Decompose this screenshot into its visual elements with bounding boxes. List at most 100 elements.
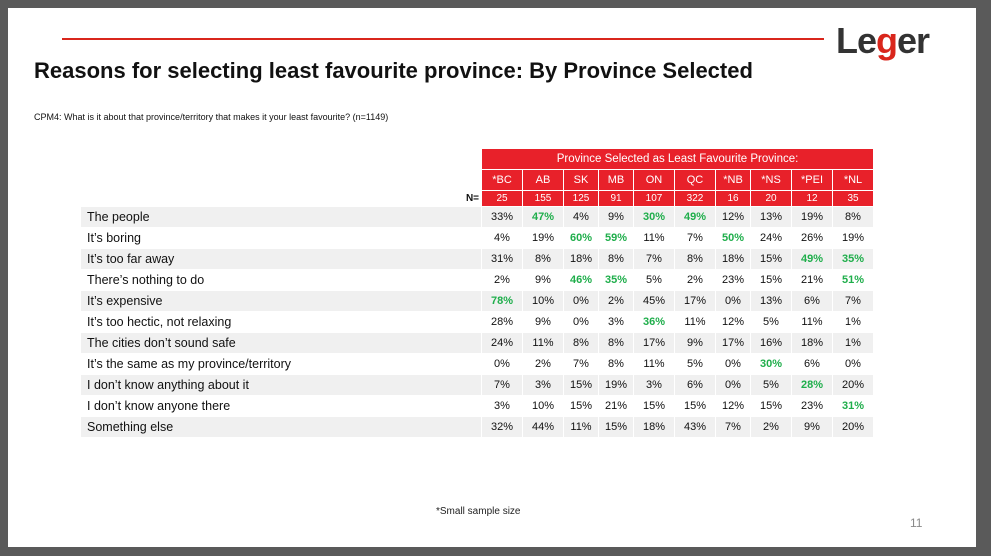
- value-cell: 30%: [759, 358, 783, 370]
- value-cell: 0%: [716, 291, 750, 311]
- value-cell: 32%: [482, 417, 522, 437]
- value-cell: 8%: [599, 249, 633, 269]
- value-cell: 11%: [684, 316, 706, 328]
- sample-size: 125: [564, 191, 598, 206]
- title-rule: [62, 38, 824, 40]
- value-cell: 8%: [608, 358, 624, 370]
- sample-size: 20: [751, 191, 791, 206]
- value-cell: 15%: [642, 400, 666, 412]
- value-cell: 20%: [833, 375, 873, 395]
- value-cell: 19%: [841, 232, 865, 244]
- value-cell: 18%: [634, 417, 674, 437]
- value-cell: 17%: [716, 333, 750, 353]
- value-cell: 19%: [531, 232, 555, 244]
- value-cell: 2%: [535, 358, 551, 370]
- table-row: It’s too far away 31% 8% 18% 8% 7% 8% 18% 15% 49%…: [81, 249, 873, 269]
- value-cell: 44%: [523, 417, 563, 437]
- value-cell: 23%: [800, 400, 824, 412]
- value-cell: 15%: [564, 375, 598, 395]
- value-cell: 0%: [494, 358, 510, 370]
- province-header: ON: [634, 170, 674, 190]
- sample-size: 25: [482, 191, 522, 206]
- value-cell: 15%: [759, 274, 783, 286]
- value-cell: 51%: [841, 274, 865, 286]
- value-cell: 49%: [792, 249, 832, 269]
- row-label: It’s too hectic, not relaxing: [87, 315, 232, 329]
- table-row: The cities don’t sound safe 24% 11% 8% 8% 17%…: [81, 333, 873, 353]
- table-header: Province Selected as Least Favourite Pro…: [482, 149, 873, 169]
- value-cell: 11%: [643, 358, 665, 370]
- value-cell: 5%: [646, 274, 662, 286]
- value-cell: 49%: [675, 207, 715, 227]
- value-cell: 20%: [833, 417, 873, 437]
- value-cell: 12%: [721, 400, 745, 412]
- value-cell: 4%: [564, 207, 598, 227]
- row-label: I don’t know anyone there: [87, 399, 231, 413]
- value-cell: 7%: [634, 249, 674, 269]
- value-cell: 26%: [800, 232, 824, 244]
- value-cell: 7%: [573, 358, 589, 370]
- value-cell: 15%: [569, 400, 593, 412]
- value-cell: 9%: [535, 274, 551, 286]
- value-cell: 1%: [833, 333, 873, 353]
- value-cell: 60%: [569, 232, 593, 244]
- value-cell: 3%: [523, 375, 563, 395]
- value-cell: 5%: [687, 358, 703, 370]
- value-cell: 11%: [801, 316, 823, 328]
- value-cell: 15%: [683, 400, 707, 412]
- value-cell: 3%: [494, 400, 510, 412]
- value-cell: 9%: [792, 417, 832, 437]
- value-cell: 17%: [675, 291, 715, 311]
- value-cell: 45%: [634, 291, 674, 311]
- value-cell: 5%: [751, 375, 791, 395]
- value-cell: 36%: [642, 316, 666, 328]
- row-label: I don’t know anything about it: [81, 375, 481, 395]
- value-cell: 24%: [482, 333, 522, 353]
- n-label: N=: [465, 193, 479, 204]
- table-row: It’s boring 4% 19% 60% 59% 11% 7% 50% 24% 26% 19%: [81, 228, 873, 248]
- value-cell: 30%: [634, 207, 674, 227]
- row-label: The people: [81, 207, 481, 227]
- table-row: It’s expensive 78% 10% 0% 2% 45% 17% 0% 13% 6% 7%: [81, 291, 873, 311]
- value-cell: 16%: [751, 333, 791, 353]
- value-cell: 10%: [523, 291, 563, 311]
- slide-title: Reasons for selecting least favourite pr…: [34, 58, 753, 83]
- value-cell: 21%: [604, 400, 628, 412]
- value-cell: 24%: [759, 232, 783, 244]
- value-cell: 2%: [751, 417, 791, 437]
- value-cell: 7%: [833, 291, 873, 311]
- value-cell: 15%: [599, 417, 633, 437]
- table-row: The people 33% 47% 4% 9% 30% 49% 12% 13% 19% 8%: [81, 207, 873, 227]
- value-cell: 8%: [523, 249, 563, 269]
- value-cell: 19%: [599, 375, 633, 395]
- value-cell: 8%: [833, 207, 873, 227]
- province-header: *NB: [716, 170, 750, 190]
- value-cell: 35%: [833, 249, 873, 269]
- value-cell: 31%: [482, 249, 522, 269]
- value-cell: 23%: [721, 274, 745, 286]
- question-text: CPM4: What is it about that province/ter…: [34, 112, 389, 122]
- value-cell: 17%: [634, 333, 674, 353]
- value-cell: 1%: [845, 316, 861, 328]
- value-cell: 19%: [792, 207, 832, 227]
- table-row: It’s the same as my province/territory 0%…: [81, 354, 873, 374]
- value-cell: 78%: [482, 291, 522, 311]
- province-header: *BC: [482, 170, 522, 190]
- value-cell: 46%: [569, 274, 593, 286]
- value-cell: 13%: [751, 207, 791, 227]
- value-cell: 4%: [494, 232, 510, 244]
- value-cell: 47%: [523, 207, 563, 227]
- value-cell: 43%: [675, 417, 715, 437]
- sample-size: 322: [675, 191, 715, 206]
- row-label: It’s too far away: [81, 249, 481, 269]
- province-header: QC: [675, 170, 715, 190]
- sample-size: 91: [599, 191, 633, 206]
- province-header: MB: [599, 170, 633, 190]
- row-label: Something else: [81, 417, 481, 437]
- province-header: *NS: [751, 170, 791, 190]
- value-cell: 11%: [564, 417, 598, 437]
- footnote: *Small sample size: [436, 506, 521, 517]
- value-cell: 0%: [845, 358, 861, 370]
- row-label: There’s nothing to do: [87, 273, 205, 287]
- value-cell: 8%: [675, 249, 715, 269]
